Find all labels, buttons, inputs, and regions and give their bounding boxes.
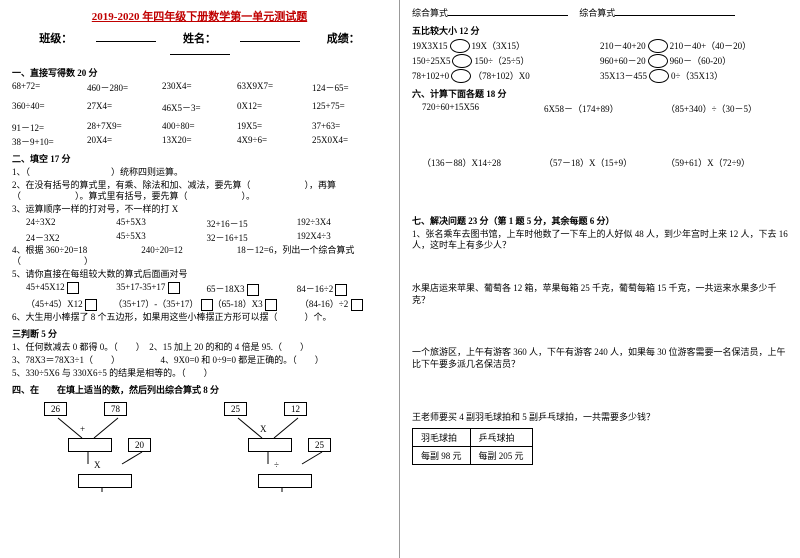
checkbox-icon	[85, 299, 97, 311]
header-row: 班级： 姓名： 成绩：	[12, 30, 387, 58]
word-problem-3: 一个旅游区，上午有游客 360 人，下午有游客 240 人，如果每 30 位游客…	[412, 347, 788, 370]
oval-icon	[452, 54, 472, 68]
compare-row: 78+102+0（78+102）X0 35X13－4550÷（35X13）	[412, 69, 788, 83]
fill-q4: 4、根据 360÷20=18 240÷20=12 18－12=6，列出一个综合算…	[12, 245, 387, 268]
doc-title: 2019-2020 年四年级下册数学第一单元测试题	[12, 8, 387, 24]
section-2-heading: 二、填空 17 分	[12, 152, 387, 165]
calc-row: 38－9+10=20X4=13X20=4X9÷6=25X0X4=	[12, 135, 387, 148]
calc-row: 360÷40=27X4=46X5－3=0X12=125+75=	[12, 101, 387, 114]
checkbox-icon	[335, 284, 347, 296]
section-5-heading: 五比较大小 12 分	[412, 24, 788, 37]
tree2-node-a: 25	[224, 402, 247, 416]
left-column: 2019-2020 年四年级下册数学第一单元测试题 班级： 姓名： 成绩： 一、…	[0, 0, 400, 558]
section-4-heading: 四、在 在填上适当的数，然后列出综合算式 8 分	[12, 383, 387, 396]
tree1-blank	[68, 438, 112, 452]
tree1-result	[78, 474, 132, 488]
checkbox-icon	[168, 282, 180, 294]
price-cell: 每副 205 元	[470, 446, 532, 464]
tree2-node-b: 12	[284, 402, 307, 416]
tree1-op1: +	[80, 424, 85, 434]
word-problem-1: 1、张名乘车去图书馆，上车时他数了一下车上的人好似 48 人，到少年宫时上来 1…	[412, 229, 788, 252]
judge-row: 1、任何数减去 0 都得 0。（ ） 2、15 加上 20 的和的 4 倍是 9…	[12, 342, 387, 354]
composite-label-left: 综合算式	[412, 8, 448, 18]
word-problem-4: 王老师要买 4 副羽毛球拍和 5 副乒乓球拍，一共需要多少钱？	[412, 412, 788, 424]
fill-q3: 3、运算顺序一样的打对号，不一样的打 X	[12, 204, 387, 216]
oval-icon	[648, 39, 668, 53]
right-column: 综合算式 综合算式 五比较大小 12 分 19X3X1519X（3X15） 21…	[400, 0, 800, 558]
fill-q6: 6、大生用小棒摆了 8 个五边形，如果用这些小棒摆正方形可以摆（ ）个。	[12, 312, 387, 324]
tree-1: 26 78 + 20 X	[32, 402, 172, 502]
compare-row: 150÷25X5150÷（25÷5） 960+60－20960－（60-20）	[412, 54, 788, 68]
class-label: 班级：	[39, 30, 72, 46]
tree2-op1: X	[260, 424, 267, 434]
section-6-heading: 六、计算下面各题 18 分	[412, 87, 788, 100]
tree2-blank	[248, 438, 292, 452]
fill-q2: 2、在没有括号的算式里，有乘、除法和加、减法，要先算（ ），再算（ ）。算式里有…	[12, 180, 387, 203]
price-cell: 乒乓球拍	[470, 428, 532, 446]
word-problem-2: 水果店运来苹果、葡萄各 12 箱，苹果每箱 25 千克，葡萄每箱 15 千克，一…	[412, 283, 788, 306]
tree2-result	[258, 474, 312, 488]
checkbox-icon	[247, 284, 259, 296]
price-table: 羽毛球拍乒乓球拍 每副 98 元每副 205 元	[412, 428, 533, 465]
judge-row: 5、330÷5X6 与 330X6÷5 的结果是相等的。（ ）	[12, 368, 387, 380]
tree1-node-a: 26	[44, 402, 67, 416]
oval-icon	[450, 39, 470, 53]
oval-icon	[648, 54, 668, 68]
name-label: 姓名：	[183, 30, 216, 46]
composite-row: 综合算式 综合算式	[412, 8, 788, 20]
calc6-row: 720÷60+15X566X58－（174+89）（85+340）÷（30－5）	[412, 102, 788, 115]
checkbox-icon	[265, 299, 277, 311]
tree1-op2: X	[94, 460, 101, 470]
compare-row: 19X3X1519X（3X15） 210－40+20210－40+（40－20）	[412, 39, 788, 53]
tree-diagrams: 26 78 + 20 X 25 12 X 25 ÷	[32, 402, 387, 502]
tree-2: 25 12 X 25 ÷	[212, 402, 352, 502]
tree1-node-b: 78	[104, 402, 127, 416]
judge-row: 3、78X3＝78X3÷1（ ） 4、9X0=0 和 0÷9=0 都是正确的。（…	[12, 355, 387, 367]
section-7-heading: 七、解决问题 23 分（第 1 题 5 分，其余每题 6 分）	[412, 214, 788, 227]
section-1-heading: 一、直接写得数 20 分	[12, 66, 387, 79]
tree2-node-mid: 25	[308, 438, 331, 452]
fill-q1: 1、（ ）统称四则运算。	[12, 167, 387, 179]
oval-icon	[451, 69, 471, 83]
oval-icon	[649, 69, 669, 83]
price-cell: 羽毛球拍	[413, 428, 471, 446]
section-3-heading: 三判断 5 分	[12, 327, 387, 340]
calc6-row: （136－88）X14÷28（57－18）X（15+9）（59+61）X（72÷…	[412, 156, 788, 169]
composite-label-right: 综合算式	[579, 8, 615, 18]
tree1-node-mid: 20	[128, 438, 151, 452]
calc-row: 68+72=460－280=230X4=63X9X7=124－65=	[12, 81, 387, 94]
tree2-op2: ÷	[274, 460, 279, 470]
checkbox-icon	[67, 282, 79, 294]
calc-row: 91－12=28+7X9=400÷80=19X5=37+63=	[12, 121, 387, 134]
price-cell: 每副 98 元	[413, 446, 471, 464]
score-label: 成绩：	[327, 30, 360, 46]
fill-q5-heading: 5、请你直接在每组较大数的算式后面画对号	[12, 269, 387, 281]
checkbox-icon	[201, 299, 213, 311]
checkbox-icon	[351, 299, 363, 311]
